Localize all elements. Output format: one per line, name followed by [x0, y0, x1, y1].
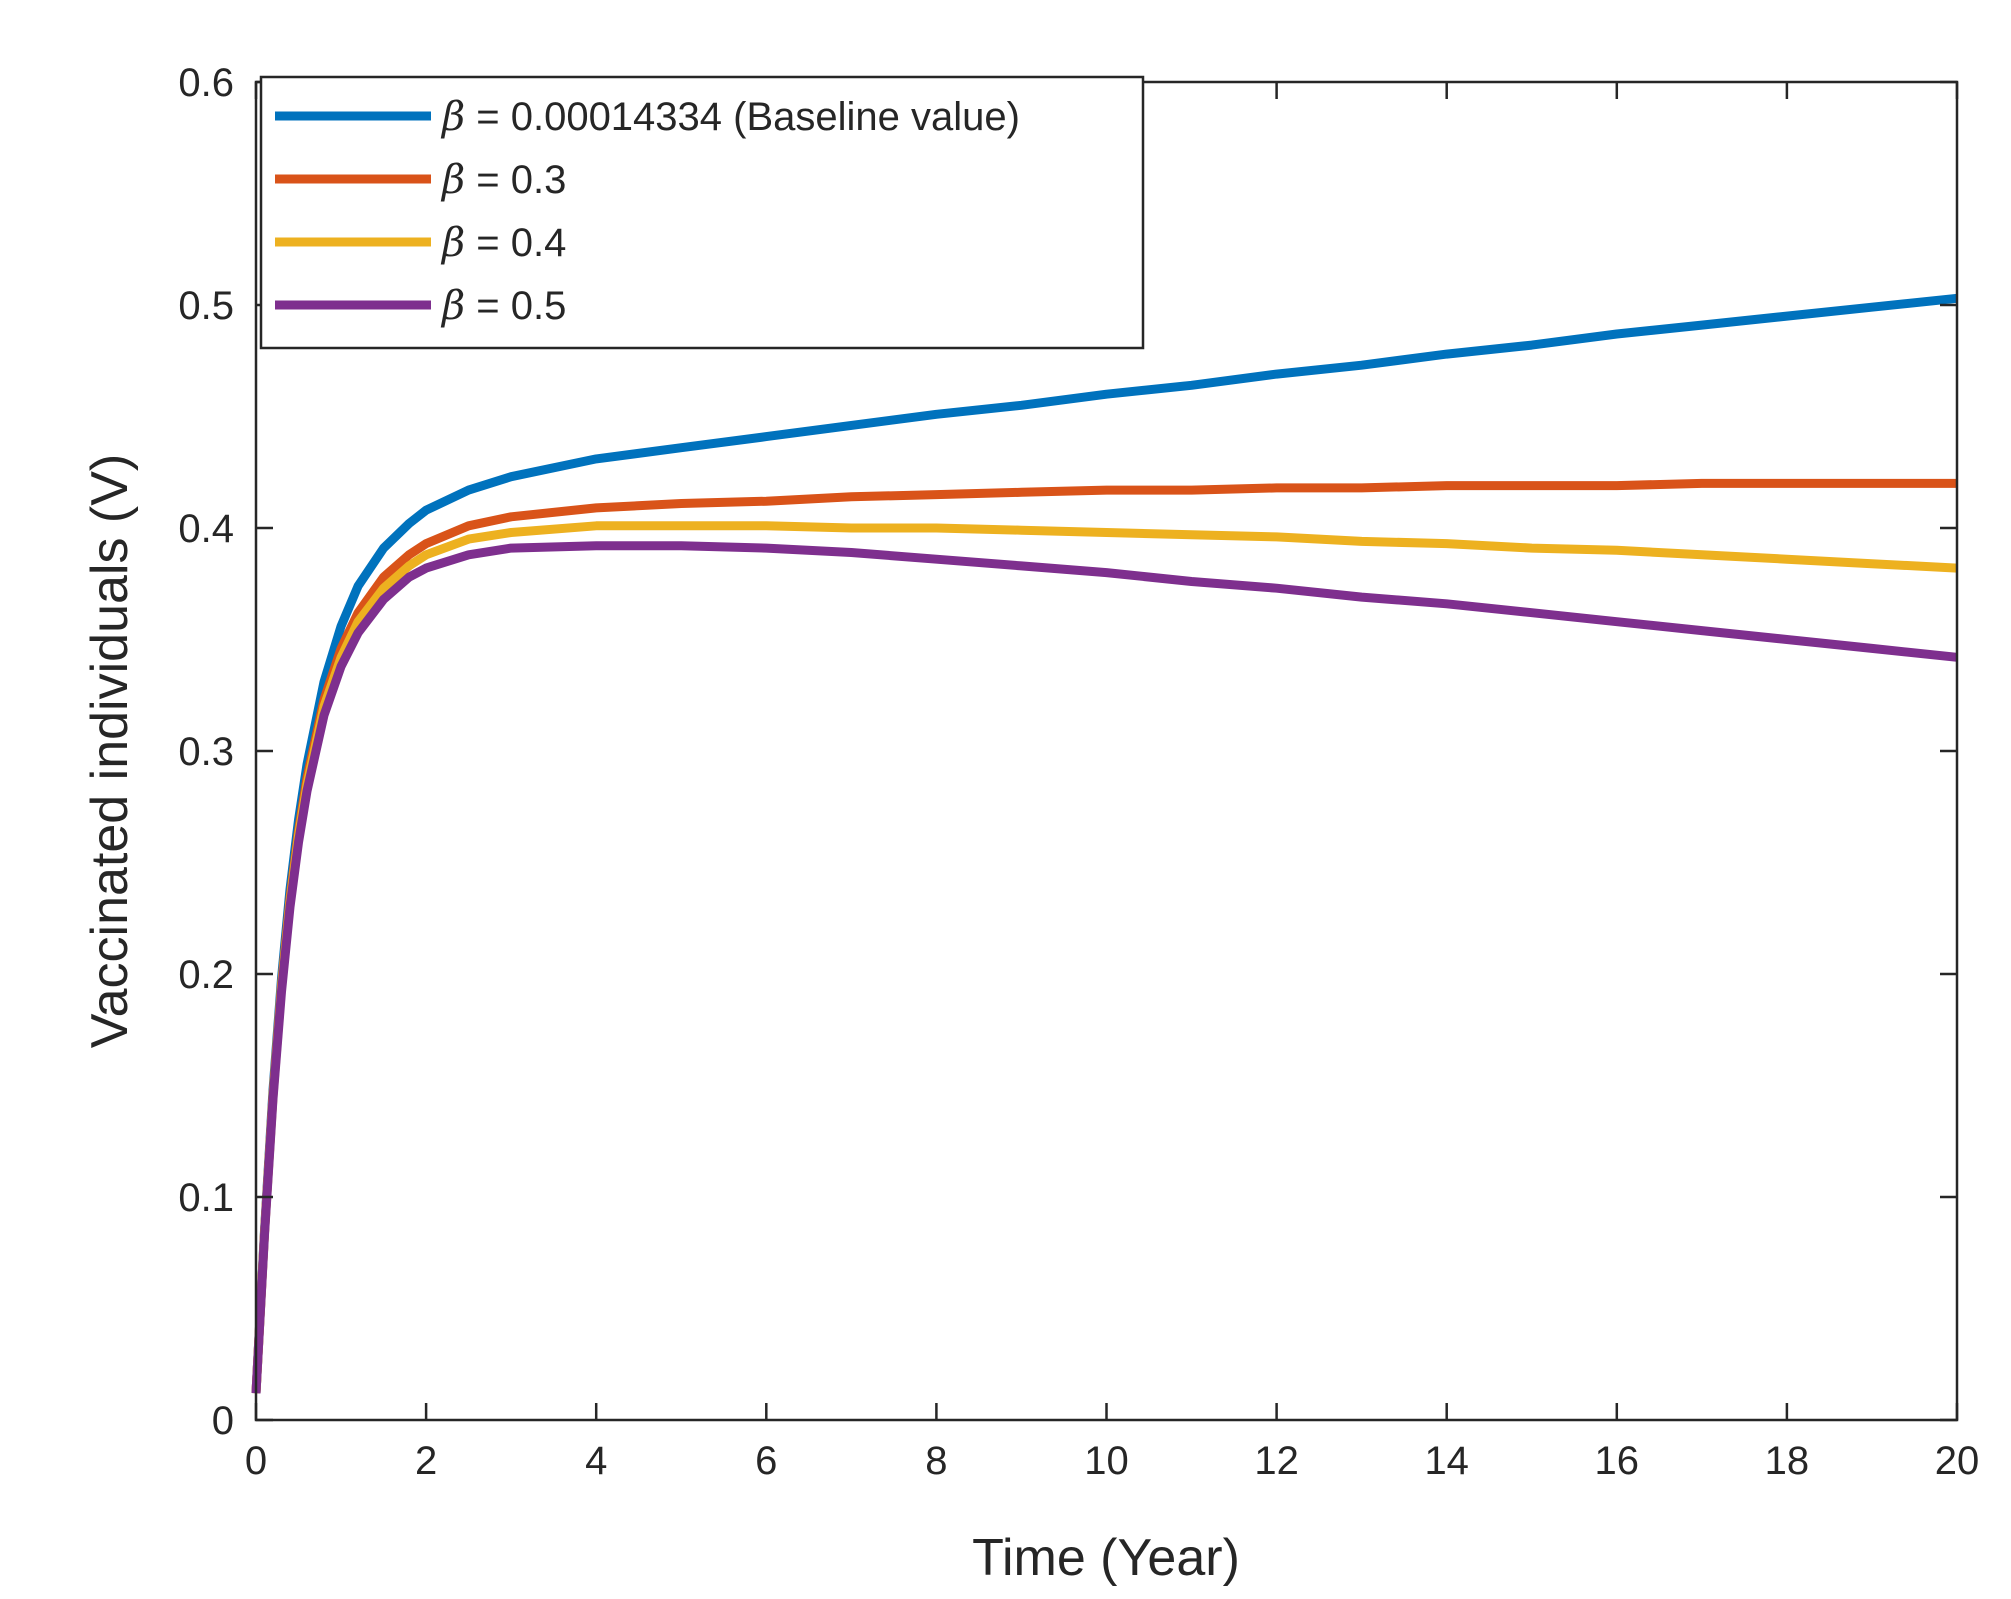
x-tick-label-7: 14 [1424, 1439, 1469, 1483]
series-line-3 [251, 541, 1958, 1394]
x-tick-label-4: 8 [925, 1439, 947, 1483]
legend-value-3: = 0.5 [465, 284, 566, 328]
x-tick-label-5: 10 [1084, 1439, 1129, 1483]
y-tick-label-1: 0.1 [178, 1176, 234, 1220]
x-tick-label-10: 20 [1935, 1439, 1980, 1483]
x-tick-label-9: 18 [1765, 1439, 1810, 1483]
legend-label-1: β = 0.3 [440, 157, 566, 203]
y-tick-label-3: 0.3 [178, 730, 234, 774]
y-tick-label-6: 0.6 [178, 61, 234, 105]
legend-items: β = 0.00014334 (Baseline value)β = 0.3β … [275, 94, 1020, 329]
legend-label-2: β = 0.4 [440, 220, 566, 266]
legend-symbol-1: β [440, 157, 465, 203]
x-tick-label-2: 4 [585, 1439, 607, 1483]
x-tick-label-6: 12 [1254, 1439, 1299, 1483]
legend-value-1: = 0.3 [465, 158, 566, 202]
y-tick-label-0: 0 [212, 1399, 234, 1443]
y-tick-label-2: 0.2 [178, 953, 234, 997]
x-tick-label-0: 0 [245, 1439, 267, 1483]
x-tick-label-8: 16 [1595, 1439, 1640, 1483]
series-layer [251, 293, 1958, 1394]
x-tick-label-1: 2 [415, 1439, 437, 1483]
legend-label-3: β = 0.5 [440, 283, 566, 329]
legend-value-2: = 0.4 [465, 221, 566, 265]
legend-symbol-3: β [440, 283, 465, 329]
x-tick-label-3: 6 [755, 1439, 777, 1483]
y-tick-label-4: 0.4 [178, 507, 234, 551]
legend-symbol-2: β [440, 220, 465, 266]
ticks-layer: 0 2 4 6 8 10 12 14 16 18 20 0 0.1 0.2 0.3 0.4 0.5 0.6 [178, 61, 1979, 1483]
x-axis-label: Time (Year) [972, 1529, 1240, 1587]
legend-label-0: β = 0.00014334 (Baseline value) [440, 94, 1020, 140]
y-axis-label: Vaccinated individuals (V) [81, 454, 139, 1048]
legend: β = 0.00014334 (Baseline value)β = 0.3β … [259, 75, 1145, 350]
legend-symbol-0: β [440, 94, 465, 140]
y-tick-label-5: 0.5 [178, 284, 234, 328]
legend-value-0: = 0.00014334 (Baseline value) [465, 95, 1020, 139]
